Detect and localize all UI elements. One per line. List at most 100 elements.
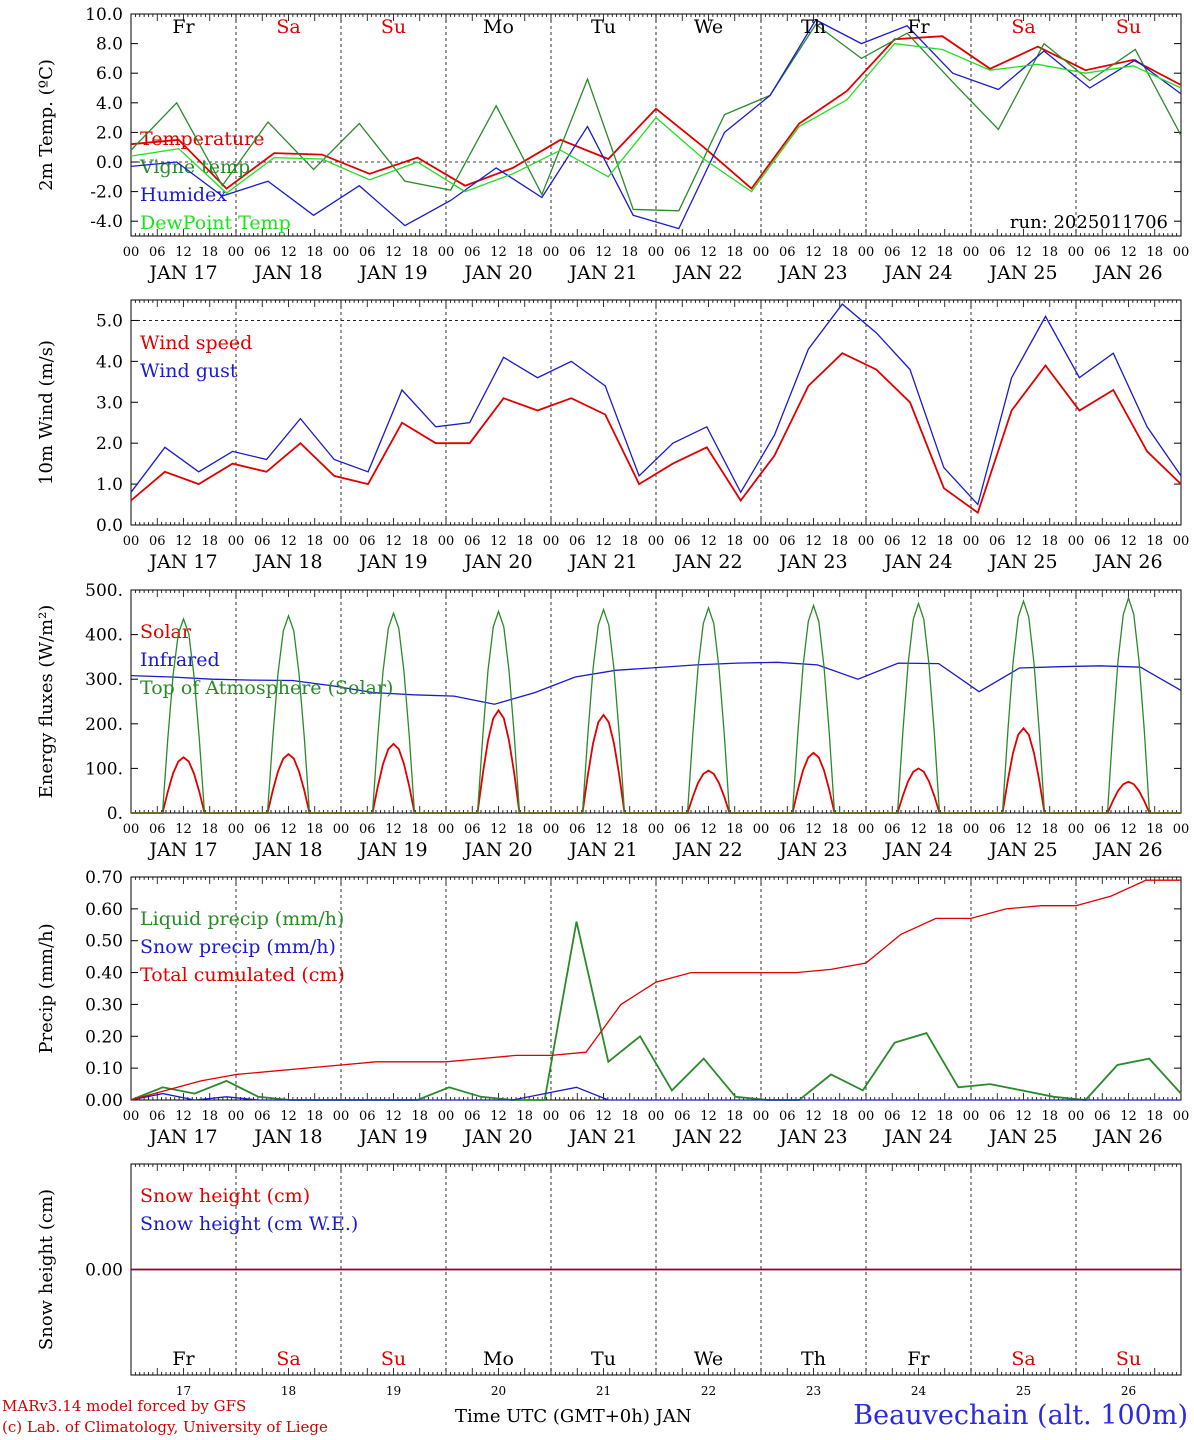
temp-hour-label: 00 (858, 245, 875, 260)
flux-y-tick-label: 200. (85, 715, 123, 735)
day-number: 24 (911, 1384, 927, 1398)
precip-hour-label: 00 (648, 1109, 665, 1124)
wind-legend-wind-gust: Wind gust (140, 360, 238, 382)
day-number: 20 (491, 1384, 506, 1398)
wind-y-axis-title: 10m Wind (m/s) (36, 340, 57, 485)
flux-hour-label: 12 (910, 822, 927, 837)
temp-date-label: JAN 17 (147, 262, 217, 284)
precip-hour-label: 06 (149, 1109, 166, 1124)
flux-hour-label: 06 (464, 822, 481, 837)
day-number: 25 (1016, 1384, 1031, 1398)
flux-hour-label: 00 (228, 822, 245, 837)
wind-hour-label: 00 (228, 534, 245, 549)
precip-y-tick-label: 0.70 (85, 868, 123, 888)
precip-legend-snow-precip-mm-h: Snow precip (mm/h) (140, 936, 336, 958)
temp-hour-label: 00 (228, 245, 245, 260)
flux-hour-label: 18 (831, 822, 848, 837)
wind-series-wind-speed (130, 352, 1182, 515)
wind-hour-label: 06 (1094, 534, 1111, 549)
precip-series-total-cumulated-cm (130, 879, 1181, 1101)
flux-date-label: JAN 21 (567, 839, 637, 861)
temp-hour-label: 18 (936, 245, 953, 260)
wind-hour-label: 12 (1015, 534, 1032, 549)
temp-legend-humidex: Humidex (140, 184, 227, 206)
flux-hour-label: 12 (385, 822, 402, 837)
temp-hour-label: 12 (385, 245, 402, 260)
run-label: run: 2025011706 (1010, 212, 1168, 233)
precip-y-tick-label: 0.20 (85, 1027, 123, 1047)
precip-hour-label: 12 (910, 1109, 927, 1124)
temp-day-name: Mo (483, 16, 514, 38)
station-name: Beauvechain (alt. 100m) (853, 1400, 1188, 1431)
precip-hour-label: 00 (543, 1109, 560, 1124)
wind-y-tick-label: 5.0 (96, 311, 123, 331)
temp-hour-label: 00 (438, 245, 455, 260)
temp-y-axis-title: 2m Temp. (ºC) (36, 59, 57, 191)
wind-hour-label: 00 (543, 534, 560, 549)
flux-hour-label: 06 (149, 822, 166, 837)
precip-date-label: JAN 21 (567, 1126, 637, 1148)
precip-y-tick-label: 0.60 (85, 900, 123, 920)
wind-y-tick-label: 0.0 (96, 516, 123, 536)
flux-y-tick-label: 400. (85, 626, 123, 646)
flux-hour-label: 18 (1041, 822, 1058, 837)
precip-series-snow-precip-mm-h (130, 1086, 1181, 1101)
day-number: 23 (806, 1384, 821, 1398)
wind-hour-label: 18 (726, 534, 743, 549)
temp-hour-label: 18 (726, 245, 743, 260)
wind-y-tick-label: 4.0 (96, 352, 123, 372)
temp-hour-label: 00 (333, 245, 350, 260)
temp-hour-label: 12 (595, 245, 612, 260)
precip-hour-label: 18 (831, 1109, 848, 1124)
precip-hour-label: 00 (333, 1109, 350, 1124)
precip-hour-label: 06 (989, 1109, 1006, 1124)
flux-hour-label: 06 (1094, 822, 1111, 837)
wind-date-label: JAN 22 (672, 551, 742, 573)
temp-hour-label: 18 (201, 245, 218, 260)
precip-hour-label: 12 (1015, 1109, 1032, 1124)
wind-hour-label: 06 (569, 534, 586, 549)
precip-date-label: JAN 24 (882, 1126, 952, 1148)
flux-hour-label: 00 (1173, 822, 1190, 837)
precip-hour-label: 18 (1041, 1109, 1058, 1124)
temp-y-tick-label: 8.0 (96, 35, 123, 55)
temp-date-label: JAN 26 (1092, 262, 1162, 284)
precip-date-label: JAN 17 (147, 1126, 217, 1148)
wind-hour-label: 00 (648, 534, 665, 549)
wind-date-label: JAN 26 (1092, 551, 1162, 573)
flux-hour-label: 12 (490, 822, 507, 837)
flux-hour-label: 18 (201, 822, 218, 837)
temp-day-name: Sa (1011, 16, 1035, 38)
wind-date-label: JAN 20 (462, 551, 532, 573)
wind-hour-label: 12 (595, 534, 612, 549)
flux-hour-label: 06 (569, 822, 586, 837)
wind-date-label: JAN 23 (777, 551, 847, 573)
precip-hour-label: 06 (884, 1109, 901, 1124)
wind-hour-label: 00 (333, 534, 350, 549)
temp-hour-label: 06 (779, 245, 796, 260)
temp-hour-label: 06 (464, 245, 481, 260)
snow-y-tick-label: 0.00 (85, 1261, 123, 1281)
temp-legend-dewpoint-temp: DewPoint Temp (140, 212, 291, 234)
wind-hour-label: 00 (1068, 534, 1085, 549)
wind-series-wind-gust (130, 303, 1182, 506)
temp-hour-label: 18 (306, 245, 323, 260)
temp-y-tick-label: 0.0 (96, 153, 123, 173)
flux-date-label: JAN 17 (147, 839, 217, 861)
flux-hour-label: 12 (1120, 822, 1137, 837)
wind-frame (130, 299, 1182, 526)
flux-hour-label: 00 (123, 822, 140, 837)
precip-hour-label: 00 (123, 1109, 140, 1124)
temp-day-name: Su (381, 16, 406, 38)
flux-hour-label: 00 (543, 822, 560, 837)
temp-hour-label: 12 (175, 245, 192, 260)
temp-series-temperature (130, 35, 1182, 190)
wind-hour-label: 06 (149, 534, 166, 549)
flux-date-label: JAN 25 (987, 839, 1057, 861)
temp-hour-label: 06 (884, 245, 901, 260)
precip-hour-label: 06 (254, 1109, 271, 1124)
flux-date-label: JAN 22 (672, 839, 742, 861)
flux-date-label: JAN 19 (357, 839, 427, 861)
precip-hour-label: 00 (963, 1109, 980, 1124)
wind-hour-label: 00 (438, 534, 455, 549)
